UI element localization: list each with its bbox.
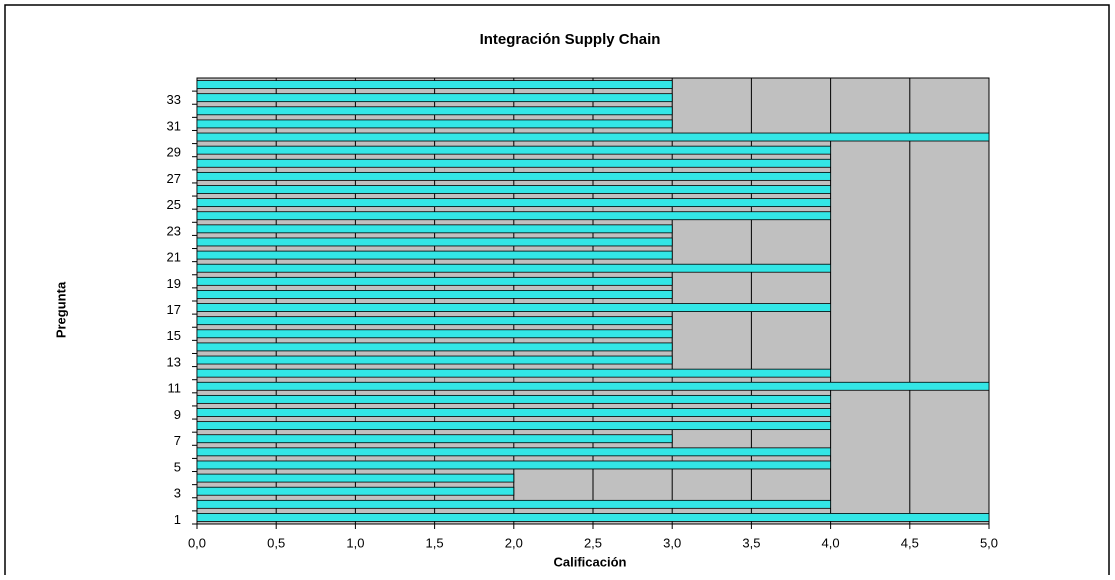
x-tick-label: 0,5 — [267, 535, 285, 550]
x-tick-label: 4,5 — [901, 535, 919, 550]
bar — [196, 93, 673, 103]
y-tick-label: 19 — [167, 276, 181, 291]
x-tick-label: 3,5 — [742, 535, 760, 550]
x-tick-label: 4,0 — [822, 535, 840, 550]
x-tick-label: 1,0 — [346, 535, 364, 550]
bar — [196, 211, 831, 221]
bar — [196, 368, 831, 378]
y-tick-label: 1 — [174, 512, 181, 527]
bar — [196, 132, 990, 142]
bar — [196, 224, 673, 234]
bar — [196, 290, 673, 299]
y-axis-label: Pregunta — [53, 281, 68, 338]
y-tick-label: 13 — [167, 354, 181, 369]
bar — [196, 158, 831, 168]
bar — [196, 473, 515, 483]
bar — [196, 486, 515, 496]
chart-title: Integración Supply Chain — [480, 31, 661, 48]
bar — [196, 263, 831, 273]
bar — [196, 276, 673, 286]
bar — [196, 394, 831, 404]
y-tick-label: 25 — [167, 197, 181, 212]
y-tick-label: 27 — [167, 171, 181, 186]
bar — [196, 421, 831, 431]
y-tick-label: 21 — [167, 250, 181, 265]
bar — [196, 171, 831, 181]
bar — [196, 80, 673, 89]
bar — [196, 119, 673, 129]
x-tick-label: 0,0 — [188, 535, 206, 550]
bar — [196, 316, 673, 326]
bar — [196, 237, 673, 247]
y-tick-label: 17 — [167, 302, 181, 317]
y-tick-label: 3 — [174, 486, 181, 501]
bar — [196, 329, 673, 339]
bar — [196, 499, 831, 509]
y-tick-label: 11 — [168, 381, 182, 396]
bar — [196, 355, 673, 365]
bar — [196, 198, 831, 208]
y-tick-label: 31 — [167, 118, 181, 133]
y-tick-label: 9 — [174, 407, 181, 422]
bar — [196, 342, 673, 352]
bar — [196, 250, 673, 260]
x-tick-label: 2,5 — [584, 535, 602, 550]
x-tick-label: 5,0 — [980, 535, 998, 550]
bar — [196, 434, 673, 444]
y-tick-label: 7 — [174, 433, 181, 448]
bar — [196, 513, 990, 522]
x-tick-label: 1,5 — [426, 535, 444, 550]
bar — [196, 460, 831, 470]
bar — [196, 106, 673, 116]
bar — [196, 145, 831, 155]
bar — [196, 447, 831, 457]
x-tick-label: 3,0 — [663, 535, 681, 550]
y-tick-label: 15 — [167, 328, 181, 343]
bar — [196, 408, 831, 417]
x-axis-label: Calificación — [554, 554, 627, 569]
y-tick-label: 29 — [167, 145, 181, 160]
y-tick-label: 33 — [167, 92, 181, 107]
bar — [196, 303, 831, 312]
bar — [196, 381, 990, 391]
y-tick-label: 5 — [174, 459, 181, 474]
bar — [196, 185, 831, 194]
x-tick-label: 2,0 — [505, 535, 523, 550]
y-tick-label: 23 — [167, 223, 181, 238]
